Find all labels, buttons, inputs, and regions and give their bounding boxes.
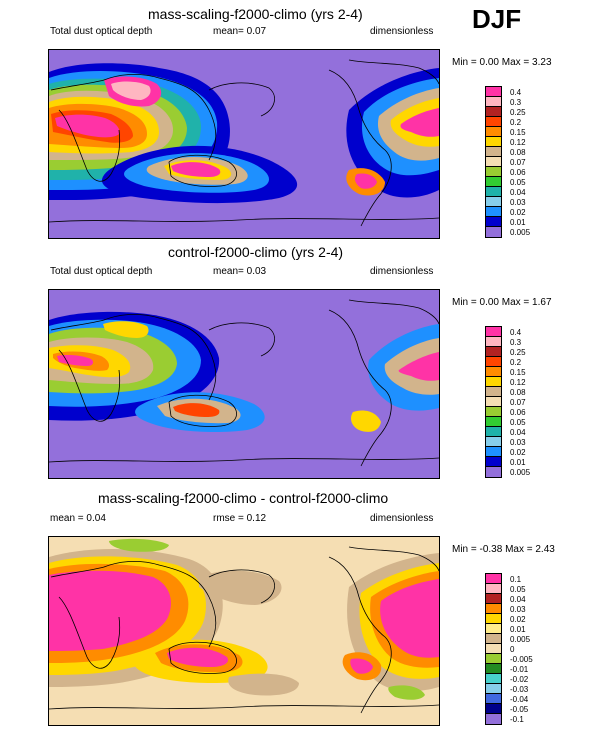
panel-3-legend-tick: 0.1 [510, 575, 522, 584]
panel-3-legend-tick: -0.05 [510, 705, 529, 714]
panel-1-legend-tick: 0.12 [510, 138, 526, 147]
panel-1-legend-tick: 0.2 [510, 118, 522, 127]
panel-1-legend-tick: 0.04 [510, 188, 526, 197]
panel-2-map [48, 289, 440, 479]
panel-3-legend-tick: 0.05 [510, 585, 526, 594]
panel-1-legend-tick: 0.03 [510, 198, 526, 207]
panel-2-legend-tick: 0.2 [510, 358, 522, 367]
coastlines [49, 59, 439, 227]
panel-2-legend-tick: 0.005 [510, 468, 531, 477]
panel-3-title: mass-scaling-f2000-climo - control-f2000… [98, 490, 389, 506]
panel-2-colorbar [485, 326, 502, 478]
panel-1-legend-tick: 0.005 [510, 228, 531, 237]
panel-2-legend-tick: 0.03 [510, 438, 526, 447]
panel-3-legend-tick: -0.03 [510, 685, 529, 694]
panel-3-mean-label: mean = 0.04 [50, 513, 106, 524]
panel-3-legend-tick: 0.01 [510, 625, 526, 634]
panel-1-title: mass-scaling-f2000-climo (yrs 2-4) [148, 6, 363, 22]
panel-2-legend-tick: 0.07 [510, 398, 526, 407]
panel-3-legend-tick: 0.005 [510, 635, 531, 644]
panel-3-min-max: Min = -0.38 Max = 2.43 [452, 544, 555, 555]
panel-3-legend-tick: -0.02 [510, 675, 529, 684]
panel-1-legend-tick: 0.15 [510, 128, 526, 137]
panel-3-legend-tick: 0.03 [510, 605, 526, 614]
panel-2-legend-tick: 0.05 [510, 418, 526, 427]
panel-1-legend-tick: 0.05 [510, 178, 526, 187]
panel-3-legend-tick: -0.04 [510, 695, 529, 704]
panel-3-map [48, 536, 440, 726]
panel-3-legend-tick: 0 [510, 645, 515, 654]
panel-3-legend-tick: -0.01 [510, 665, 529, 674]
panel-3-legend-tick: 0.04 [510, 595, 526, 604]
panel-1-legend-tick: 0.4 [510, 88, 522, 97]
panel-3-legend-tick: -0.005 [510, 655, 533, 664]
panel-2-legend-tick: 0.08 [510, 388, 526, 397]
panel-2-legend-tick: 0.06 [510, 408, 526, 417]
panel-3-units-label: dimensionless [370, 513, 434, 524]
panel-3-legend-tick: -0.1 [510, 715, 524, 724]
panel-2-legend-tick: 0.01 [510, 458, 526, 467]
panel-2-legend-tick: 0.4 [510, 328, 522, 337]
panel-2-legend-tick: 0.02 [510, 448, 526, 457]
panel-3-colorbar [485, 573, 502, 725]
panel-2-mean-label: mean= 0.03 [213, 266, 267, 277]
panel-1-variable-label: Total dust optical depth [50, 26, 153, 37]
panel-2-title: control-f2000-climo (yrs 2-4) [168, 244, 344, 260]
season-label: DJF [472, 4, 522, 34]
panel-2-legend-tick: 0.15 [510, 368, 526, 377]
panel-1-map [48, 49, 440, 239]
panel-1-legend-tick: 0.01 [510, 218, 526, 227]
panel-1-legend-tick: 0.08 [510, 148, 526, 157]
panel-1-colorbar [485, 86, 502, 238]
panel-2-legend-tick: 0.25 [510, 348, 526, 357]
panel-1-legend-tick: 0.02 [510, 208, 526, 217]
panel-1-legend-tick: 0.06 [510, 168, 526, 177]
panel-1-legend-tick: 0.25 [510, 108, 526, 117]
panel-2-units-label: dimensionless [370, 266, 434, 277]
dust-contour-arabia-inner [111, 81, 151, 100]
dust-contour-0.4 [55, 114, 120, 138]
panel-2-legend-tick: 0.12 [510, 378, 526, 387]
panel-1-units-label: dimensionless [370, 26, 434, 37]
panel-2-min-max: Min = 0.00 Max = 1.67 [452, 297, 552, 308]
panel-3-rmse-label: rmse = 0.12 [213, 513, 267, 524]
panel-2-variable-label: Total dust optical depth [50, 266, 153, 277]
panel-3-legend-tick: 0.02 [510, 615, 526, 624]
panel-1-legend-tick: 0.07 [510, 158, 526, 167]
panel-1-min-max: Min = 0.00 Max = 3.23 [452, 57, 552, 68]
panel-1-legend-tick: 0.3 [510, 98, 522, 107]
panel-2-legend-tick: 0.04 [510, 428, 526, 437]
panel-2-legend-tick: 0.3 [510, 338, 522, 347]
panel-1-mean-label: mean= 0.07 [213, 26, 267, 37]
